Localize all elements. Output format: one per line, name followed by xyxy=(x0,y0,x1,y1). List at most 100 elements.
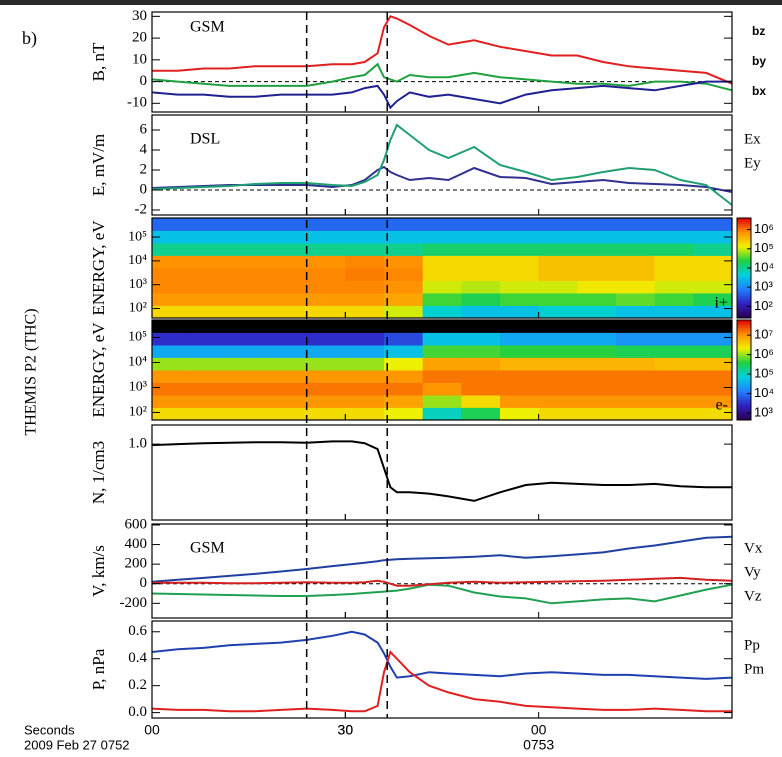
colorbar-strip xyxy=(737,316,751,319)
spectrogram-cell xyxy=(422,320,462,333)
spectrogram-cell xyxy=(422,230,462,244)
spectrogram-cell xyxy=(384,357,424,371)
spectrogram-cell xyxy=(190,382,230,396)
spectrogram-cell xyxy=(538,345,578,358)
colorbar-strip xyxy=(737,236,751,239)
spectrogram-cell xyxy=(500,395,540,408)
spectrogram-cell xyxy=(654,395,694,408)
colorbar-strip xyxy=(737,296,751,299)
colorbar-strip xyxy=(737,312,751,315)
colorbar-tick-label: 10⁶ xyxy=(754,346,774,361)
colorbar-strip xyxy=(737,396,751,399)
spectrogram-cell xyxy=(461,357,501,371)
spectrogram-cell xyxy=(616,370,656,383)
spectrogram-cell xyxy=(500,230,540,244)
spectrogram-cell xyxy=(577,320,617,333)
spectrogram-cell xyxy=(616,243,656,256)
spectrogram-cell xyxy=(500,345,540,358)
spectrogram-cell xyxy=(268,407,308,421)
spectrogram-cell xyxy=(345,357,385,371)
legend-entry: Ex xyxy=(744,131,761,147)
legend-entry: Pm xyxy=(744,661,764,677)
spectrogram-cell xyxy=(538,357,578,371)
spectrogram-cell xyxy=(500,332,540,346)
spectrogram-cell xyxy=(616,305,656,319)
spectrogram-cell xyxy=(229,268,269,281)
spectrogram-cell xyxy=(306,357,346,371)
spectrogram-cell xyxy=(306,407,346,421)
spectrogram-cell xyxy=(306,243,346,256)
colorbar-strip xyxy=(737,418,751,421)
spectrogram-cell xyxy=(654,268,694,281)
spectrogram-cell xyxy=(306,292,346,306)
spectrogram-cell xyxy=(229,345,269,358)
spectrogram-cell xyxy=(654,305,694,319)
series-line xyxy=(151,535,733,583)
colorbar-strip xyxy=(737,230,751,233)
panel-frame xyxy=(151,114,733,216)
colorbar-strip xyxy=(737,280,751,283)
spectrogram-cell xyxy=(422,332,462,346)
spectrogram-cell xyxy=(538,255,578,269)
spectrogram-cell xyxy=(229,243,269,256)
panel-annotation: GSM xyxy=(190,19,225,36)
spectrogram-cell xyxy=(693,292,733,306)
series-line xyxy=(151,583,733,605)
colorbar-strip xyxy=(737,284,751,287)
colorbar-frame xyxy=(736,319,752,421)
spectrogram-cell xyxy=(616,395,656,408)
spectrogram-cell xyxy=(654,370,694,383)
y-tick-label: 10³ xyxy=(129,277,147,292)
spectrogram-cell xyxy=(268,305,308,319)
spectrogram-cell xyxy=(577,230,617,244)
spectrogram-cell xyxy=(268,357,308,371)
colorbar-strip xyxy=(737,306,751,309)
spectrogram-cell xyxy=(384,280,424,294)
spectrogram-cell xyxy=(345,305,385,319)
spectrogram-cell xyxy=(384,255,424,269)
spectrogram-cell xyxy=(538,280,578,294)
colorbar-strip xyxy=(737,278,751,281)
colorbar-strip xyxy=(737,352,751,355)
spectrogram-cell xyxy=(616,280,656,294)
y-tick-label: 20 xyxy=(132,30,147,46)
spectrogram-cell xyxy=(422,407,462,421)
colorbar-strip xyxy=(737,392,751,395)
spectrogram-cell xyxy=(152,292,192,306)
spectrogram-cell xyxy=(152,382,192,396)
spectrogram-cell xyxy=(306,370,346,383)
colorbar-strip xyxy=(737,238,751,241)
spectrogram-cell xyxy=(384,407,424,421)
colorbar-strip xyxy=(737,386,751,389)
spectrogram-cell xyxy=(190,243,230,256)
spectrogram-cell xyxy=(229,320,269,333)
colorbar-strip xyxy=(737,340,751,343)
spectrogram-cell xyxy=(229,332,269,346)
spectrogram-cell xyxy=(345,382,385,396)
colorbar-tick-label: 10⁵ xyxy=(754,240,774,255)
spectrogram-cell xyxy=(693,230,733,244)
spectrogram-cell xyxy=(616,407,656,421)
colorbar-strip xyxy=(737,334,751,337)
panel-frame xyxy=(151,620,733,719)
panel-frame xyxy=(151,319,733,421)
spectrogram-cell xyxy=(190,255,230,269)
y-tick-label: 6 xyxy=(140,121,148,137)
species-label: e- xyxy=(716,397,728,414)
y-axis-label: P, nPa xyxy=(89,648,108,690)
spectrogram-cell xyxy=(693,243,733,256)
spectrogram-cell xyxy=(654,332,694,346)
spectrogram-cell xyxy=(152,280,192,294)
spectrogram-cell xyxy=(577,243,617,256)
spectrogram-cell xyxy=(577,357,617,371)
y-tick-label: 4 xyxy=(140,141,148,157)
colorbar-strip xyxy=(737,398,751,401)
y-tick-label: 0 xyxy=(140,73,148,89)
spectrogram-cell xyxy=(577,305,617,319)
colorbar-tick-label: 10² xyxy=(754,298,773,313)
spectrogram-cell xyxy=(500,382,540,396)
colorbar-strip xyxy=(737,320,751,323)
spectrogram-cell xyxy=(422,280,462,294)
colorbar-strip xyxy=(737,290,751,293)
